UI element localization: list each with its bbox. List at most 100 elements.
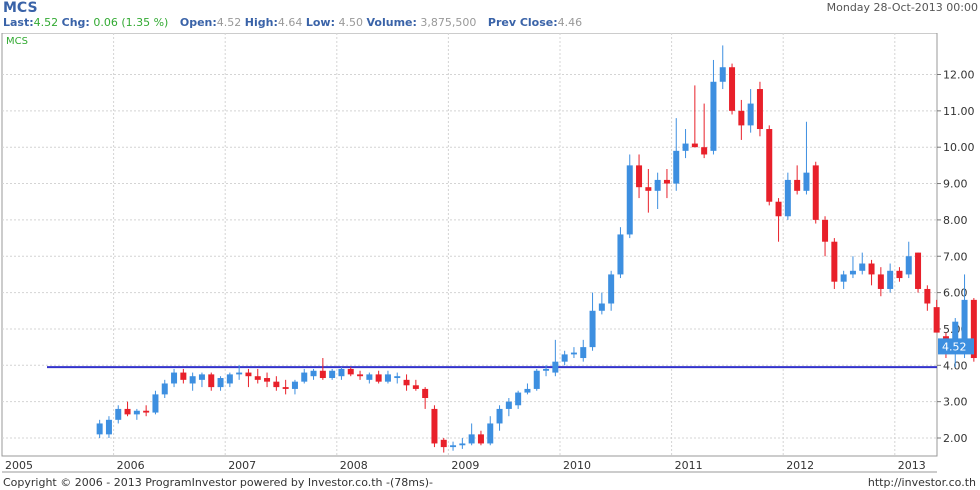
quote-header: MCS Monday 28-Oct-2013 00:00 Last:4.52 C… — [0, 0, 980, 34]
last-value: 4.52 — [33, 16, 59, 29]
candle-body — [245, 372, 252, 377]
last-label: Last: — [3, 16, 34, 29]
candle-body — [412, 385, 419, 389]
candle-body — [617, 234, 624, 275]
candle-body — [729, 67, 736, 111]
candle-body — [180, 372, 187, 380]
candle-body — [319, 370, 326, 379]
candle-body — [143, 410, 150, 413]
candle-body — [208, 374, 215, 388]
quote-datetime: Monday 28-Oct-2013 00:00 — [826, 1, 978, 14]
candle-body — [803, 172, 810, 191]
candlestick-chart[interactable]: 2.003.004.005.006.007.008.009.0010.0011.… — [0, 33, 980, 475]
candle-body — [124, 408, 131, 415]
candle-body — [115, 408, 122, 420]
site-url-link[interactable]: http://investor.co.th — [867, 476, 976, 489]
candle-body — [794, 179, 801, 191]
low-value: 4.50 — [338, 16, 364, 29]
chg-value: 0.06 (1.35 %) — [93, 16, 169, 29]
y-tick-label: 11.00 — [943, 105, 975, 118]
candle-body — [375, 374, 382, 382]
volume-label: Volume: — [366, 16, 417, 29]
x-tick-label: 2011 — [675, 459, 703, 472]
candle-body — [822, 219, 829, 242]
candle-body — [459, 443, 466, 446]
candle-body — [347, 368, 354, 375]
candle-body — [403, 379, 410, 386]
candle-body — [226, 374, 233, 384]
candle-body — [924, 288, 931, 304]
x-tick-label: 2007 — [228, 459, 256, 472]
candle-body — [719, 67, 726, 82]
candle-body — [189, 376, 196, 384]
candle-body — [394, 376, 401, 379]
candle-body — [450, 445, 457, 448]
candle-body — [384, 374, 391, 382]
candle-body — [291, 381, 298, 389]
candle-body — [608, 274, 615, 304]
y-tick-label: 10.00 — [943, 141, 975, 154]
x-tick-label: 2008 — [340, 459, 368, 472]
candle-body — [654, 179, 661, 191]
candle-body — [663, 179, 670, 184]
candle-body — [905, 256, 912, 275]
prev-close-label: Prev Close: — [487, 16, 558, 29]
candle-body — [171, 372, 178, 384]
candle-body — [887, 270, 894, 289]
candle-body — [310, 370, 317, 377]
y-tick-label: 12.00 — [943, 69, 975, 82]
candle-body — [543, 368, 550, 371]
candle-body — [784, 179, 791, 217]
quote-summary: Last:4.52 Chg: 0.06 (1.35 %) Open:4.52 H… — [3, 16, 582, 29]
candle-body — [133, 410, 140, 415]
candle-body — [552, 361, 559, 373]
candle-body — [691, 143, 698, 148]
copyright-text: Copyright © 2006 - 2013 ProgramInvestor … — [3, 476, 433, 489]
x-tick-label: 2010 — [563, 459, 591, 472]
candle-body — [338, 368, 345, 377]
open-label: Open: — [179, 16, 217, 29]
low-label: Low: — [305, 16, 335, 29]
candle-body — [431, 408, 438, 444]
candle-body — [487, 423, 494, 444]
candle-body — [849, 270, 856, 275]
high-value: 4.64 — [277, 16, 303, 29]
candle-body — [682, 143, 689, 151]
candle-body — [217, 378, 224, 388]
candle-body — [970, 299, 977, 359]
y-tick-label: 6.00 — [943, 287, 968, 300]
candle-body — [598, 303, 605, 311]
candle-body — [636, 165, 643, 188]
candle-body — [710, 81, 717, 151]
last-price-tag — [938, 338, 974, 355]
candle-body — [273, 381, 280, 388]
candle-body — [933, 307, 940, 333]
candle-body — [589, 310, 596, 348]
candle-body — [747, 103, 754, 126]
x-tick-label: 2012 — [786, 459, 814, 472]
candle-body — [477, 434, 484, 444]
x-tick-label: 2006 — [117, 459, 145, 472]
chg-label: Chg: — [61, 16, 90, 29]
candle-body — [645, 187, 652, 191]
y-tick-label: 3.00 — [943, 396, 968, 409]
candle-body — [756, 89, 763, 130]
y-tick-label: 2.00 — [943, 432, 968, 445]
candle-body — [868, 263, 875, 275]
y-tick-label: 9.00 — [943, 178, 968, 191]
candle-body — [96, 423, 103, 435]
candle-body — [673, 150, 680, 184]
candle-body — [831, 241, 838, 282]
candle-body — [366, 374, 373, 380]
candle-body — [236, 372, 243, 375]
candle-body — [254, 376, 261, 380]
candle-body — [152, 394, 159, 413]
x-tick-label: 2005 — [5, 459, 33, 472]
candle-body — [580, 347, 587, 359]
candle-body — [952, 321, 959, 351]
candle-body — [915, 252, 922, 289]
candle-body — [357, 374, 364, 377]
candle-body — [505, 401, 512, 409]
last-price-value: 4.52 — [942, 340, 967, 353]
candle-body — [264, 378, 271, 382]
